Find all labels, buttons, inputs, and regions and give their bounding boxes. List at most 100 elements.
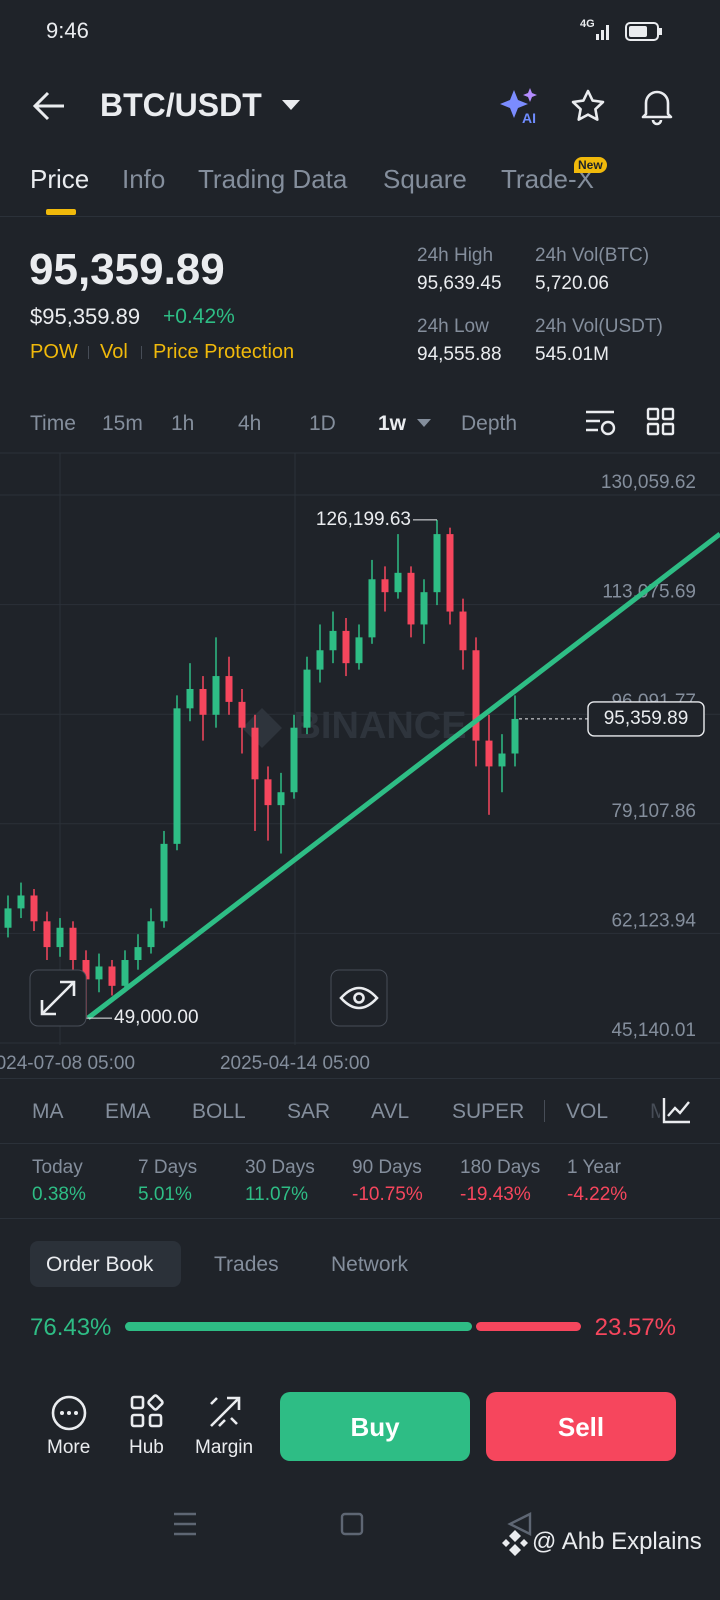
ask-ratio: 23.57% (594, 1314, 676, 1341)
tag[interactable]: POW (30, 341, 78, 363)
nav-label[interactable]: More (47, 1437, 91, 1458)
price-change: +0.42% (163, 305, 235, 328)
indicator[interactable]: M (650, 1101, 660, 1122)
x-tick-label: 2024-07-08 05:00 (0, 1053, 135, 1074)
candle-body (199, 688, 207, 715)
eye-pupil (353, 992, 365, 1004)
interval[interactable]: Time (30, 412, 76, 435)
interval[interactable]: 1h (171, 412, 195, 435)
indicator[interactable]: SUPER (452, 1100, 525, 1123)
tag-separator (88, 346, 89, 359)
candle-body (4, 908, 12, 928)
divider (0, 1143, 720, 1144)
back-button[interactable] (30, 88, 70, 124)
tag[interactable]: Vol (100, 341, 128, 363)
nav-label[interactable]: Margin (195, 1437, 254, 1458)
candle-body (368, 579, 376, 638)
period-change: -10.75% (352, 1184, 423, 1205)
eye-icon (339, 986, 379, 1010)
indicator-settings[interactable] (660, 1094, 694, 1126)
book-tab[interactable]: Order Book (46, 1253, 154, 1276)
indicator[interactable]: EMA (105, 1100, 151, 1123)
ai-label: AI (522, 110, 536, 126)
tab-indicator (46, 209, 76, 215)
interval[interactable]: Depth (461, 412, 518, 435)
pair-title[interactable]: BTC/USDT (100, 87, 262, 123)
period-label: 90 Days (352, 1157, 422, 1178)
visibility-button[interactable] (330, 969, 388, 1027)
more-icon[interactable] (50, 1394, 88, 1432)
period-change: -4.22% (567, 1184, 628, 1205)
status-time: 9:46 (46, 18, 89, 43)
tab[interactable]: Price (30, 164, 90, 194)
candle-body (459, 611, 467, 651)
book-tab[interactable]: Network (331, 1253, 409, 1276)
indicator[interactable]: AVL (371, 1100, 410, 1123)
pair-caret[interactable] (281, 98, 301, 112)
margin-icon[interactable] (207, 1394, 243, 1430)
interval[interactable]: 4h (238, 412, 262, 435)
candle-body (56, 927, 64, 948)
candle-body (420, 592, 428, 625)
tag[interactable]: Price Protection (153, 341, 295, 363)
candle-body (316, 650, 324, 670)
watermark-logo (502, 1530, 528, 1556)
candle-body (173, 708, 181, 844)
candle-body (121, 960, 129, 986)
tab[interactable]: Info (122, 164, 166, 194)
stat-label: 24h High (417, 245, 494, 266)
hub-icon[interactable] (129, 1394, 165, 1430)
interval[interactable]: 1D (309, 412, 336, 435)
period-label: 1 Year (567, 1157, 621, 1178)
nav-label[interactable]: Hub (129, 1437, 164, 1458)
y-tick-label: 113,075.69 (602, 582, 696, 603)
alert-button[interactable] (638, 86, 676, 126)
candle-body (277, 792, 285, 806)
indicator[interactable]: VOL (566, 1100, 609, 1123)
book-tab[interactable]: Trades (214, 1253, 279, 1276)
network: 4G (580, 18, 595, 30)
watermark: @ Ahb Explains (532, 1528, 702, 1555)
indicator[interactable]: BOLL (192, 1100, 246, 1123)
candle-body (498, 753, 506, 767)
indicator[interactable]: SAR (287, 1100, 331, 1123)
candle-body (355, 637, 363, 664)
tag-separator (141, 346, 142, 359)
indicator[interactable]: MA (32, 1100, 64, 1123)
candle-body (43, 921, 51, 948)
candle-body (225, 676, 233, 702)
high-label: 126,199.63 (316, 509, 411, 530)
tab[interactable]: Trading Data (198, 164, 348, 194)
divider (0, 1218, 720, 1219)
tab[interactable]: Square (383, 164, 467, 194)
candle-body (446, 534, 454, 612)
candle-body (134, 947, 142, 961)
interval[interactable]: 15m (102, 412, 143, 435)
chart-settings[interactable] (584, 408, 618, 438)
stat-value: 5,720.06 (535, 273, 609, 294)
stat-value: 545.01M (535, 344, 609, 365)
layout-button[interactable] (646, 407, 676, 437)
candle-body (290, 727, 298, 793)
expand-icon (40, 980, 76, 1016)
buy-button[interactable]: Buy (280, 1392, 470, 1461)
interval-active[interactable]: 1w (378, 412, 407, 435)
period-label: 7 Days (138, 1157, 198, 1178)
candle-body (186, 688, 194, 709)
y-tick-label: 62,123.94 (611, 910, 696, 931)
bid-ratio: 76.43% (30, 1314, 112, 1341)
candle-body (160, 843, 168, 922)
candle-body (329, 630, 337, 651)
candle-body (30, 895, 38, 922)
favorite-button[interactable] (570, 88, 606, 124)
sell-button[interactable]: Sell (486, 1392, 676, 1461)
system-nav (174, 1512, 532, 1536)
candle-body (511, 718, 519, 754)
candle-body (381, 579, 389, 593)
candle-body (17, 895, 25, 909)
stat-value: 95,639.45 (417, 273, 502, 294)
candle-body (407, 572, 415, 625)
period-label: 180 Days (460, 1157, 541, 1178)
ai-icon[interactable]: AI (500, 86, 544, 126)
